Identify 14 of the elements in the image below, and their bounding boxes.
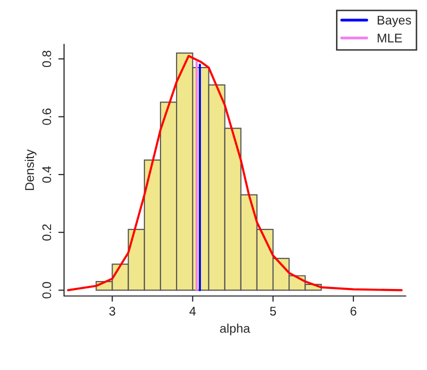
y-tick-label: 0.0 (42, 282, 52, 298)
y-axis-title: Density (24, 149, 36, 190)
y-tick-label: 0.8 (42, 50, 52, 68)
x-tick-label: 3 (109, 306, 116, 316)
y-tick-label: 0.2 (42, 224, 52, 241)
y-tick-label: 0.6 (42, 108, 52, 125)
x-tick-label: 4 (189, 306, 196, 316)
legend-label: MLE (378, 34, 402, 42)
x-tick-label: 5 (270, 306, 276, 316)
line-series (67, 54, 403, 292)
x-tick-label: 6 (350, 306, 356, 316)
legend-label: Bayes (378, 16, 412, 28)
y-tick-label: 0.4 (42, 166, 52, 183)
x-axis-title: alpha (220, 324, 250, 336)
